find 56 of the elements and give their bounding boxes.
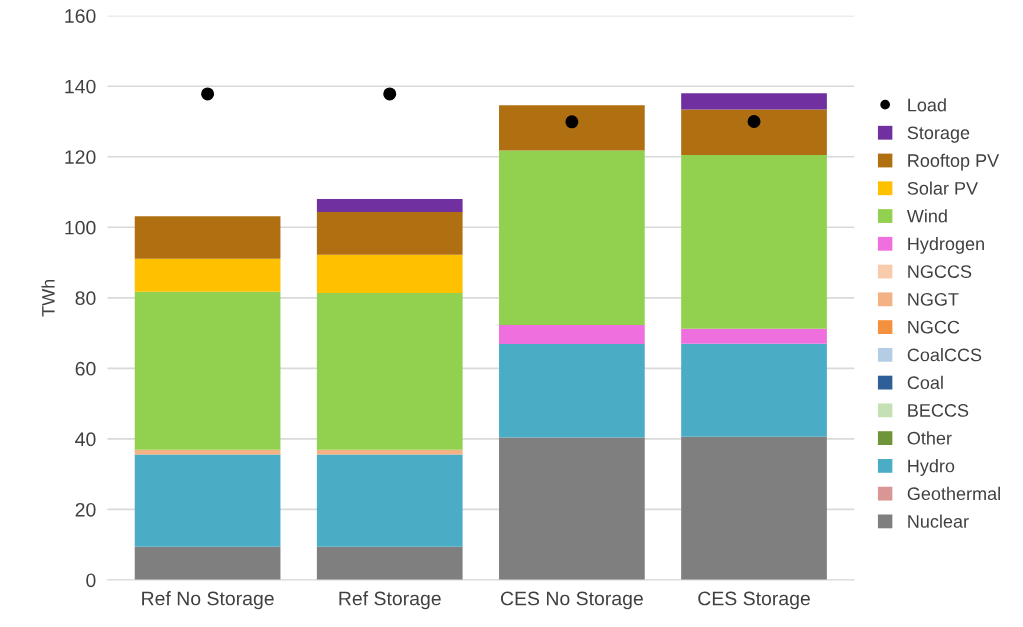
bar [681, 436, 827, 580]
bar [681, 109, 827, 155]
legend-label: NGCC [908, 320, 960, 334]
bar [316, 199, 463, 213]
legend-label: Hydro [908, 459, 955, 476]
y-tick-label: 100 [65, 220, 96, 235]
legend-label: Solar PV [907, 181, 978, 195]
bar [316, 454, 463, 547]
point [747, 114, 761, 128]
bar [134, 291, 281, 450]
y-tick-label: 80 [75, 291, 96, 306]
point [383, 87, 397, 101]
bar [316, 546, 463, 580]
bar [499, 344, 645, 438]
bar [134, 258, 281, 292]
bar [681, 328, 827, 344]
legend-label: BECCS [908, 404, 969, 417]
bar [316, 212, 463, 255]
bar [134, 546, 281, 580]
x-tick-label: CES Storage [698, 591, 810, 610]
bar [316, 254, 463, 293]
bar [499, 105, 645, 151]
x-tick-label: Ref No Storage [142, 591, 274, 610]
legend-label: Other [907, 431, 952, 445]
legend-label: Nuclear [908, 514, 969, 528]
x-tick-label: CES No Storage [501, 591, 643, 610]
point [565, 115, 579, 129]
legend-label: Hydrogen [908, 236, 984, 254]
legend-label: Wind [906, 209, 947, 223]
y-tick-label: 160 [65, 9, 96, 23]
bar [134, 216, 281, 259]
legend-label: Rooftop PV [908, 153, 1000, 171]
point [201, 87, 215, 101]
legend-label: CoalCCS [907, 348, 982, 362]
bar [681, 93, 827, 110]
bar [499, 150, 645, 325]
legend-label: Storage [907, 126, 970, 143]
bar [316, 292, 463, 450]
y-tick-label: 140 [65, 79, 96, 94]
bar [681, 154, 827, 329]
bar [681, 343, 827, 437]
legend-label: NGCCS [908, 265, 972, 279]
y-tick-label: 60 [75, 361, 96, 376]
x-tick-label: Ref Storage [339, 591, 441, 610]
bar [499, 324, 645, 345]
y-tick-label: 20 [75, 502, 96, 517]
bar [499, 437, 645, 580]
y-tick-label: 120 [65, 150, 96, 164]
legend-label: Geothermal [907, 486, 1000, 501]
y-tick-label: 40 [75, 432, 96, 447]
bar [134, 454, 281, 547]
y-tick-label: 0 [86, 573, 96, 588]
y-axis-title: TWh [41, 279, 55, 317]
legend-label: NGGT [908, 292, 959, 306]
legend-label: Load [908, 98, 946, 112]
legend-label: Coal [907, 375, 943, 390]
